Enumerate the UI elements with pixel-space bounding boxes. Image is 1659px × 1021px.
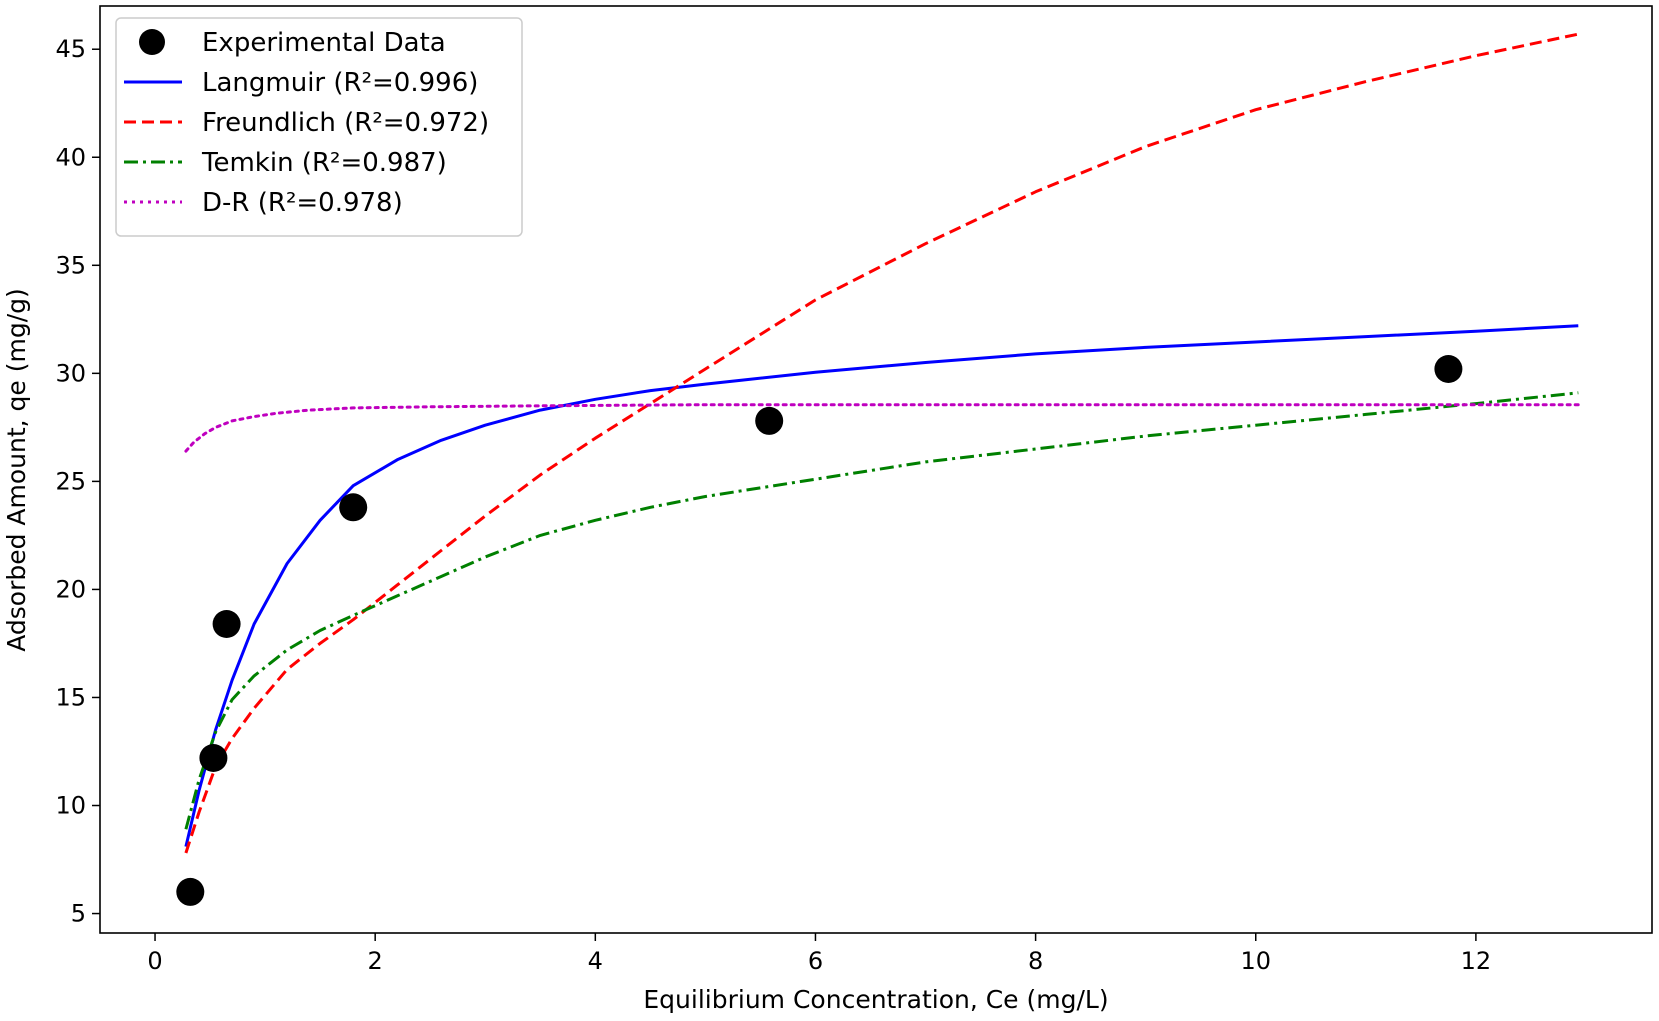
data-point <box>199 744 228 772</box>
x-tick-label: 4 <box>588 947 603 975</box>
legend-frame <box>115 17 523 237</box>
series-line-temkin <box>184 391 1579 830</box>
y-tick-label: 20 <box>55 575 86 603</box>
series-line-langmuir <box>184 324 1579 847</box>
x-tick-label: 12 <box>1461 947 1492 975</box>
y-tick-label: 40 <box>55 143 86 171</box>
model-curves <box>184 32 1580 854</box>
data-point <box>1434 355 1463 383</box>
x-tick-label: 10 <box>1240 947 1271 975</box>
y-tick-label: 5 <box>71 900 86 928</box>
x-tick-label: 6 <box>808 947 823 975</box>
legend-label: D-R (R²=0.978) <box>202 188 403 218</box>
data-point <box>212 610 241 638</box>
data-point <box>339 493 368 522</box>
legend-label: Temkin (R²=0.987) <box>201 148 447 178</box>
y-tick-label: 25 <box>55 467 86 495</box>
plot-area-frame <box>99 5 1653 934</box>
y-axis-ticks: 5 10 15 20 25 30 35 40 45 <box>55 35 100 928</box>
series-line-freundlich <box>184 32 1579 854</box>
y-axis-label: Adsorbed Amount, qe (mg/g) <box>2 288 31 652</box>
y-tick-label: 45 <box>55 35 86 63</box>
x-tick-label: 0 <box>147 947 162 975</box>
y-tick-label: 35 <box>55 251 86 279</box>
y-tick-label: 15 <box>55 683 86 711</box>
x-axis-ticks: 0 2 4 6 8 10 12 <box>147 933 1491 975</box>
y-tick-label: 10 <box>55 792 86 820</box>
legend-marker <box>139 29 165 55</box>
series-line-d-r <box>184 403 1580 453</box>
x-tick-label: 8 <box>1028 947 1043 975</box>
experimental-points <box>176 355 1463 906</box>
data-point <box>176 877 205 906</box>
x-tick-label: 2 <box>368 947 383 975</box>
legend-label: Freundlich (R²=0.972) <box>202 108 489 138</box>
x-axis-label: Equilibrium Concentration, Ce (mg/L) <box>643 985 1108 1014</box>
legend: Experimental Data Langmuir (R²=0.996) Freu… <box>115 17 523 237</box>
legend-label: Langmuir (R²=0.996) <box>202 68 478 98</box>
y-tick-label: 30 <box>55 359 86 387</box>
legend-items: Experimental Data Langmuir (R²=0.996) Freu… <box>124 28 489 218</box>
data-point <box>755 406 784 435</box>
legend-label: Experimental Data <box>202 28 446 58</box>
